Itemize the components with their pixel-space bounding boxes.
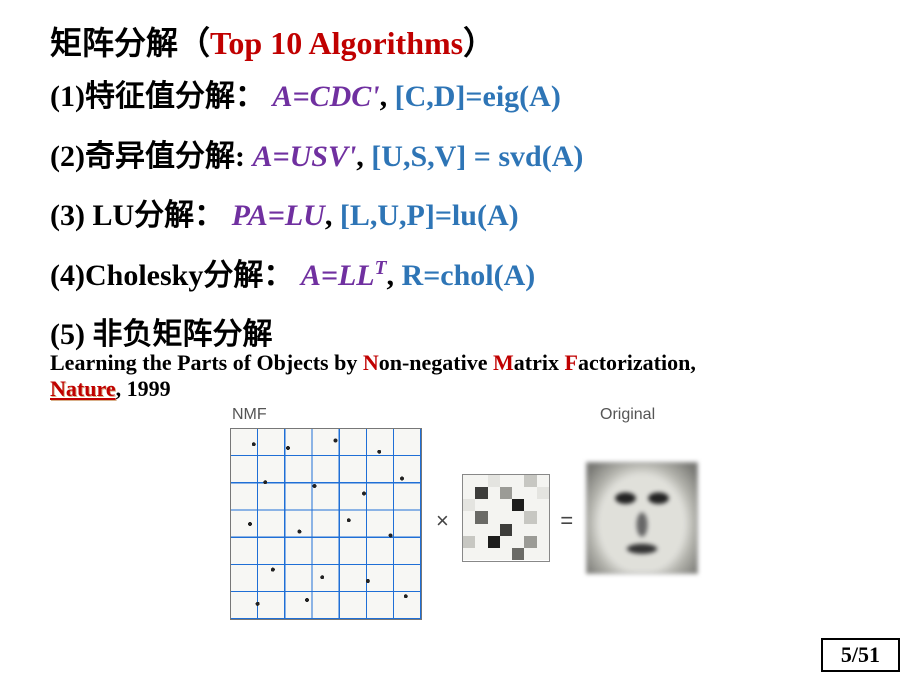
citation-M: M (493, 350, 514, 375)
weight-cell (500, 487, 512, 499)
nmf-basis-grid (230, 428, 422, 620)
item-3-code: [L,U,P]=lu(A) (340, 199, 519, 232)
citation-comma: , (690, 350, 696, 375)
weight-cell (463, 536, 475, 548)
weight-cell (537, 548, 549, 560)
weight-cell (488, 475, 500, 487)
weight-cell (500, 475, 512, 487)
original-label: Original (600, 406, 655, 424)
item-2-equation: A=USV' (252, 140, 356, 173)
item-3: (3) LU分解： PA=LU, [L,U,P]=lu(A) (50, 197, 886, 235)
weight-cell (488, 524, 500, 536)
weight-cell (475, 548, 487, 560)
item-4-sep: , (387, 259, 402, 292)
weight-cell (500, 524, 512, 536)
title-highlight: Top 10 Algorithms (210, 25, 463, 61)
weight-cell (488, 487, 500, 499)
item-5-label: (5) 非负矩阵分解 (50, 318, 272, 351)
weight-cell (512, 487, 524, 499)
weight-cell (537, 511, 549, 523)
page-current: 5 (841, 642, 852, 667)
item-1-label: (1)特征值分解： (50, 80, 265, 113)
citation-journal: Nature (50, 376, 116, 401)
weight-cell (488, 499, 500, 511)
weight-cell (463, 548, 475, 560)
weight-cell (512, 524, 524, 536)
weight-cell (488, 536, 500, 548)
page-total: 51 (858, 642, 880, 667)
item-2: (2)奇异值分解: A=USV', [U,S,V] = svd(A) (50, 138, 886, 176)
weight-cell (524, 487, 536, 499)
weight-cell (537, 524, 549, 536)
weight-cell (537, 499, 549, 511)
item-2-label: (2)奇异值分解: (50, 140, 245, 173)
weight-cell (475, 524, 487, 536)
item-4: (4)Cholesky分解： A=LLT, R=chol(A) (50, 257, 886, 295)
item-4-code: R=chol(A) (402, 259, 536, 292)
weight-cell (500, 499, 512, 511)
citation-pre: Learning the Parts of Objects by (50, 350, 363, 375)
weight-cell (463, 499, 475, 511)
weight-cell (512, 548, 524, 560)
item-1-equation: A=CDC' (272, 80, 379, 113)
weight-cell (512, 511, 524, 523)
weight-cell (463, 475, 475, 487)
citation-N: N (363, 350, 379, 375)
weight-cell (500, 536, 512, 548)
item-3-sep: , (325, 199, 340, 232)
citation-year: , 1999 (116, 376, 171, 401)
weight-cell (524, 536, 536, 548)
weight-cell (537, 475, 549, 487)
item-1: (1)特征值分解： A=CDC', [C,D]=eig(A) (50, 78, 886, 116)
weight-cell (463, 487, 475, 499)
item-1-sep: , (380, 80, 395, 113)
weight-cell (475, 536, 487, 548)
citation-p1: on-negative (379, 350, 493, 375)
weight-cell (512, 475, 524, 487)
weight-cell (524, 524, 536, 536)
weight-cell (475, 475, 487, 487)
citation-F: F (564, 350, 577, 375)
weight-cell (500, 548, 512, 560)
item-4-equation: A=LLT (301, 259, 387, 292)
nmf-label: NMF (232, 406, 267, 424)
weight-cell (512, 499, 524, 511)
weight-cell (488, 548, 500, 560)
title-prefix: 矩阵分解（ (50, 25, 210, 61)
weight-cell (475, 487, 487, 499)
equals-symbol: = (560, 508, 573, 534)
citation: Learning the Parts of Objects by Non-neg… (50, 350, 886, 402)
weight-cell (463, 511, 475, 523)
nmf-figure: NMF Original × = (230, 408, 886, 618)
weight-cell (524, 499, 536, 511)
item-5: (5) 非负矩阵分解 (50, 316, 886, 354)
weight-cell (524, 475, 536, 487)
weight-cell (512, 536, 524, 548)
weight-cell (463, 524, 475, 536)
page-number-box: 5/51 (821, 638, 900, 672)
weight-cell (537, 536, 549, 548)
weight-cell (524, 511, 536, 523)
weight-cell (488, 511, 500, 523)
item-1-code: [C,D]=eig(A) (395, 80, 561, 113)
weight-cell (500, 511, 512, 523)
item-2-code: [U,S,V] = svd(A) (371, 140, 583, 173)
citation-p3: actorization (578, 350, 690, 375)
item-2-sep: , (356, 140, 371, 173)
weight-cell (524, 548, 536, 560)
weight-cell (475, 499, 487, 511)
slide: 矩阵分解（Top 10 Algorithms） (1)特征值分解： A=CDC'… (0, 0, 920, 690)
item-3-label: (3) LU分解： (50, 199, 224, 232)
item-4-label: (4)Cholesky分解： (50, 259, 293, 292)
times-symbol: × (436, 508, 449, 534)
weight-cell (537, 487, 549, 499)
title-suffix: ） (463, 25, 495, 61)
citation-p2: atrix (514, 350, 565, 375)
slide-title: 矩阵分解（Top 10 Algorithms） (50, 18, 886, 64)
item-3-equation: PA=LU (232, 199, 325, 232)
nmf-weights-matrix (462, 474, 550, 562)
reconstructed-face (586, 462, 698, 574)
weight-cell (475, 511, 487, 523)
